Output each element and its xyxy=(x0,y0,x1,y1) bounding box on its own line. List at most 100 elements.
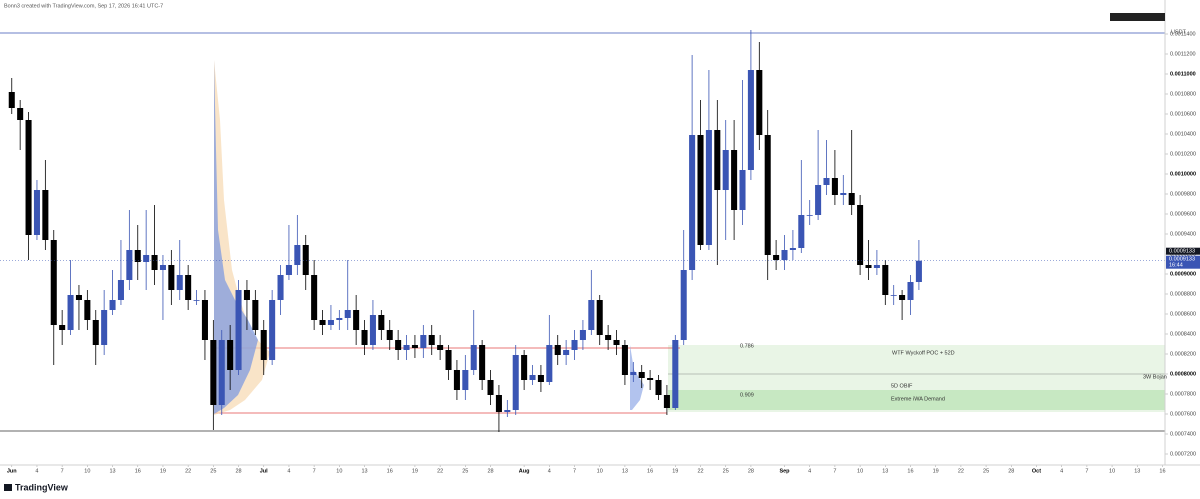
candle-body xyxy=(369,315,376,345)
candle-body xyxy=(462,370,469,390)
candle-body xyxy=(302,245,309,275)
x-tick-label: 10 xyxy=(1109,468,1115,474)
candle-body xyxy=(756,70,763,135)
x-tick-label: 19 xyxy=(672,468,678,474)
candle-body xyxy=(848,193,855,205)
x-tick-label: Aug xyxy=(519,468,530,474)
y-tick-label: 0.0008000 xyxy=(1170,371,1196,377)
candle-body xyxy=(815,185,822,215)
candle-body xyxy=(655,380,662,395)
candle-body xyxy=(773,255,780,260)
candle-body xyxy=(420,335,427,348)
x-tick-label: 22 xyxy=(697,468,703,474)
candle-body xyxy=(294,245,301,265)
x-tick-label: 4 xyxy=(808,468,811,474)
price-box-label: 0.0009133 xyxy=(1169,249,1195,255)
candle-body xyxy=(411,345,418,348)
y-tick-label: 0.0009400 xyxy=(1170,231,1196,237)
x-tick-label: 22 xyxy=(185,468,191,474)
x-tick-label: 7 xyxy=(833,468,836,474)
candle-body xyxy=(571,340,578,350)
annotation: WTF Wyckoff POC + 52D xyxy=(892,350,955,356)
y-tick-label: 0.0007800 xyxy=(1170,391,1196,397)
toolbar xyxy=(1110,13,1165,21)
candle-body xyxy=(159,265,166,270)
candle-body xyxy=(470,345,477,370)
candle-body xyxy=(168,265,175,290)
x-tick-label: 4 xyxy=(1060,468,1063,474)
x-tick-label: 4 xyxy=(548,468,551,474)
candle-body xyxy=(126,250,133,280)
x-tick-label: 28 xyxy=(235,468,241,474)
countdown: 16:44 xyxy=(1169,263,1183,269)
candle-body xyxy=(344,310,351,318)
candle-body xyxy=(277,275,284,300)
x-tick-label: 13 xyxy=(109,468,115,474)
candle-body xyxy=(428,335,435,345)
y-tick-label: 0.0010600 xyxy=(1170,111,1196,117)
candle-body xyxy=(613,340,620,345)
annotation: 5D OBIF xyxy=(891,383,913,389)
x-tick-label: 16 xyxy=(135,468,141,474)
candle-body xyxy=(529,375,536,380)
candle-body xyxy=(227,340,234,370)
candle-body xyxy=(806,215,813,216)
candle-body xyxy=(235,290,242,370)
candle-body xyxy=(386,330,393,340)
candle-body xyxy=(605,335,612,340)
x-tick-label: 28 xyxy=(1008,468,1014,474)
candle-body xyxy=(857,205,864,265)
x-tick-label: 28 xyxy=(748,468,754,474)
candle-body xyxy=(75,295,82,300)
candle-body xyxy=(319,320,326,325)
x-tick-label: 19 xyxy=(933,468,939,474)
candle-body xyxy=(680,270,687,340)
candle-body xyxy=(59,325,66,330)
candle-body xyxy=(479,345,486,380)
candle-body xyxy=(395,340,402,350)
candle-body xyxy=(588,300,595,330)
header: Bonn3 created with TradingView.com, Sep … xyxy=(4,3,163,9)
candle-body xyxy=(873,265,880,268)
candle-body xyxy=(361,330,368,345)
y-tick-label: 0.0011000 xyxy=(1170,71,1196,77)
currency: USDT xyxy=(1171,29,1187,35)
x-tick-label: 7 xyxy=(1085,468,1088,474)
price-box xyxy=(1166,247,1200,255)
candle-body xyxy=(109,300,116,310)
x-tick-label: 13 xyxy=(882,468,888,474)
y-tick-label: 0.0011200 xyxy=(1170,51,1196,57)
candle-body xyxy=(92,320,99,345)
x-tick-label: 10 xyxy=(336,468,342,474)
candle-body xyxy=(260,330,267,360)
candle-body xyxy=(33,190,40,235)
x-tick-label: 13 xyxy=(1134,468,1140,474)
candle-body xyxy=(663,395,670,408)
annotation: 0.786 xyxy=(740,343,754,349)
x-tick-label: 19 xyxy=(412,468,418,474)
candle-body xyxy=(781,250,788,260)
candle-body xyxy=(764,135,771,255)
x-tick-label: 4 xyxy=(35,468,38,474)
candle-body xyxy=(789,248,796,250)
annotation: 0.909 xyxy=(740,392,754,398)
y-tick-label: 0.0010400 xyxy=(1170,131,1196,137)
x-tick-label: 25 xyxy=(723,468,729,474)
candle-body xyxy=(731,150,738,210)
candle-body xyxy=(193,300,200,301)
y-tick-label: 0.0009800 xyxy=(1170,191,1196,197)
candle-body xyxy=(882,265,889,295)
brand-name: TradingView xyxy=(15,482,69,492)
x-tick-label: 7 xyxy=(313,468,316,474)
candle-body xyxy=(689,135,696,270)
y-tick-label: 0.0009600 xyxy=(1170,211,1196,217)
candle-body xyxy=(647,378,654,380)
x-tick-label: 16 xyxy=(647,468,653,474)
candle-body xyxy=(42,190,49,240)
candle-body xyxy=(243,290,250,300)
candle-body xyxy=(353,310,360,330)
y-tick-label: 0.0007400 xyxy=(1170,431,1196,437)
y-tick-label: 0.0007600 xyxy=(1170,411,1196,417)
